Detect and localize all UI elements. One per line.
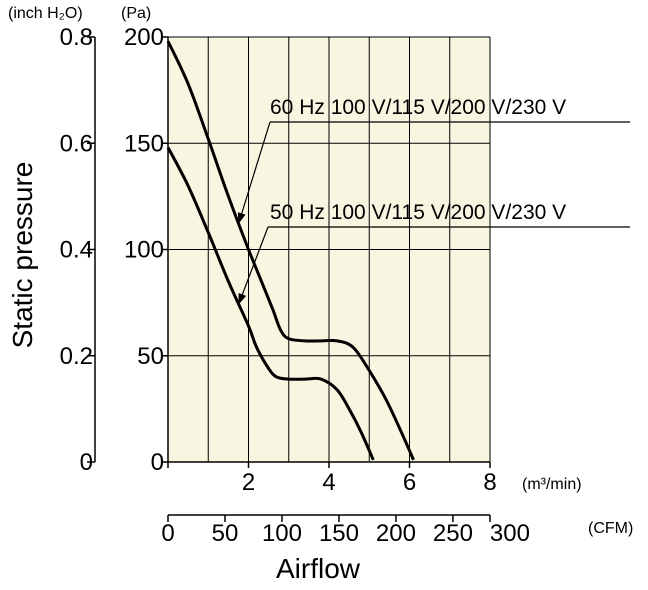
y-unit-inch-label: (inch H₂O) bbox=[8, 5, 83, 22]
cfm-tick-label: 100 bbox=[262, 520, 302, 547]
x-axis-m3-ticks: 2 4 6 8 bbox=[167, 462, 497, 496]
x-tick-label: 6 bbox=[403, 469, 416, 496]
y-inch-tick-label: 0.4 bbox=[60, 237, 93, 264]
y-inch-tick-label: 0.6 bbox=[60, 130, 93, 157]
cfm-tick-label: 200 bbox=[376, 520, 416, 547]
annotation-arrowhead bbox=[237, 212, 246, 224]
y-axis-inch-ticks: 0 0.2 0.4 0.6 0.8 bbox=[60, 24, 95, 476]
cfm-tick-label: 150 bbox=[319, 520, 359, 547]
x-unit-m3-label: (m³/min) bbox=[522, 476, 582, 493]
y-axis-title: Static pressure bbox=[7, 162, 38, 349]
y-inch-tick-label: 0.8 bbox=[60, 24, 93, 51]
y-pa-tick-label: 100 bbox=[124, 237, 164, 264]
cfm-tick-label: 0 bbox=[161, 520, 174, 547]
curve-annotations: 60 Hz 100 V/115 V/200 V/230 V 50 Hz 100 V… bbox=[237, 96, 630, 305]
annotation-leader bbox=[237, 121, 271, 225]
y-inch-tick-label: 0 bbox=[80, 449, 93, 476]
x-tick-label: 8 bbox=[483, 469, 496, 496]
cfm-tick-label: 300 bbox=[490, 520, 530, 547]
annotation-arrowhead bbox=[238, 293, 247, 305]
y-inch-tick-label: 0.2 bbox=[60, 343, 93, 370]
y-pa-tick-label: 200 bbox=[124, 24, 164, 51]
x-tick-label: 2 bbox=[242, 469, 255, 496]
series-curves bbox=[166, 40, 415, 461]
series-curve-1 bbox=[166, 146, 375, 461]
y-pa-tick-label: 0 bbox=[151, 449, 164, 476]
x-axis-title: Airflow bbox=[276, 553, 361, 584]
y-pa-tick-label: 150 bbox=[124, 130, 164, 157]
x-axis-cfm: 0 50 100 150 200 250 300 bbox=[161, 514, 530, 547]
annotation-leader bbox=[237, 226, 269, 305]
curve-annotation-label: 50 Hz 100 V/115 V/200 V/230 V bbox=[270, 201, 566, 224]
y-axis-pa-ticks: 0 50 100 150 200 bbox=[124, 24, 168, 476]
x-unit-cfm-label: (CFM) bbox=[588, 520, 633, 537]
x-tick-label: 4 bbox=[322, 469, 335, 496]
y-unit-pa-label: (Pa) bbox=[121, 5, 151, 22]
curve-annotation-label: 60 Hz 100 V/115 V/200 V/230 V bbox=[270, 96, 566, 119]
cfm-tick-label: 50 bbox=[212, 520, 239, 547]
series-curve-0 bbox=[166, 40, 415, 461]
cfm-tick-label: 250 bbox=[433, 520, 473, 547]
y-pa-tick-label: 50 bbox=[137, 343, 164, 370]
